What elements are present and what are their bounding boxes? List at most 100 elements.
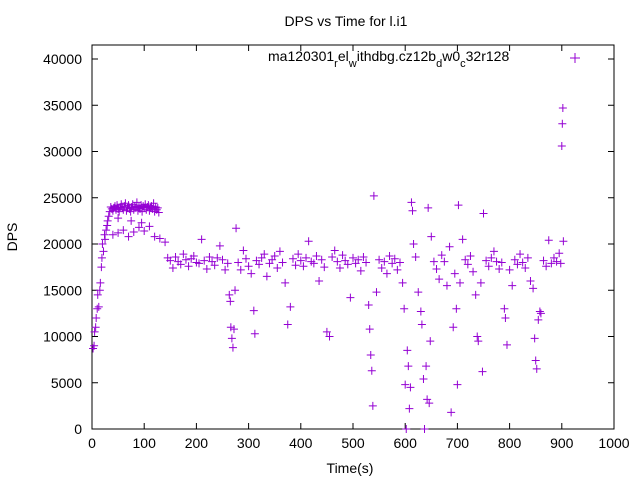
data-point [354, 255, 363, 264]
data-point [250, 329, 259, 338]
data-point [325, 332, 334, 341]
data-point [390, 254, 399, 263]
data-point [427, 232, 436, 241]
y-tick-label: 30000 [43, 144, 82, 160]
data-point [218, 255, 227, 264]
data-point [161, 238, 170, 247]
data-point [495, 264, 504, 273]
data-point [137, 218, 146, 227]
data-point [189, 252, 198, 261]
data-point [476, 278, 485, 287]
data-point [288, 254, 297, 263]
data-point [91, 323, 100, 332]
data-point [103, 221, 112, 230]
data-point [322, 327, 331, 336]
data-point [398, 278, 407, 287]
x-tick-label: 500 [341, 435, 365, 451]
data-point [473, 332, 482, 341]
data-point [516, 250, 525, 259]
data-point [129, 205, 138, 214]
data-point [442, 281, 451, 290]
data-point [96, 278, 105, 287]
data-point [225, 290, 234, 299]
data-point [502, 340, 511, 349]
data-point [231, 286, 240, 295]
legend-marker [570, 53, 580, 63]
data-point [422, 362, 431, 371]
data-point [513, 260, 522, 269]
x-tick-label: 100 [133, 435, 157, 451]
data-point [478, 367, 487, 376]
y-tick-label: 25000 [43, 190, 82, 206]
data-point [244, 262, 253, 271]
data-point [429, 257, 438, 266]
data-point [114, 228, 123, 237]
data-point [221, 265, 230, 274]
data-point [236, 265, 245, 274]
data-point [375, 255, 384, 264]
data-point [492, 257, 501, 266]
data-point [497, 258, 506, 267]
data-point [102, 226, 111, 235]
data-point [184, 262, 193, 271]
data-point [150, 232, 159, 241]
data-point [505, 265, 514, 274]
data-point [466, 252, 475, 261]
data-point [403, 346, 412, 355]
data-point [312, 252, 321, 261]
data-point [93, 304, 102, 313]
data-point [471, 290, 480, 299]
x-tick-label: 800 [498, 435, 522, 451]
data-point [487, 253, 496, 262]
data-point [458, 235, 467, 244]
data-point [406, 383, 415, 392]
data-point [366, 351, 375, 359]
data-point [450, 269, 459, 278]
y-axis-label: DPS [4, 223, 20, 252]
data-point [97, 263, 106, 272]
data-point [407, 198, 416, 207]
data-point [262, 272, 271, 281]
data-point [400, 304, 409, 313]
data-point [197, 235, 206, 244]
data-point [328, 252, 337, 261]
data-point [542, 262, 551, 271]
data-point [437, 251, 446, 260]
data-point [129, 227, 138, 236]
data-point [99, 247, 108, 256]
data-point [395, 258, 404, 267]
data-point [425, 399, 434, 408]
data-point [559, 237, 568, 246]
data-point [134, 203, 143, 211]
data-point [171, 252, 180, 261]
data-point [411, 252, 420, 261]
data-point [215, 241, 224, 250]
data-point [489, 247, 498, 256]
data-point [234, 258, 243, 267]
data-point [200, 256, 209, 265]
data-point [367, 366, 376, 375]
y-tick-label: 0 [74, 421, 82, 437]
data-point [461, 255, 470, 264]
data-point [228, 343, 237, 352]
data-point [275, 247, 284, 256]
data-point [531, 356, 540, 365]
data-point [414, 288, 423, 297]
x-tick-label: 200 [185, 435, 209, 451]
data-point [90, 341, 99, 350]
data-point [195, 259, 204, 268]
data-point [149, 199, 158, 208]
data-point [247, 269, 256, 278]
data-point [134, 223, 143, 232]
data-point [315, 277, 324, 285]
data-point [369, 191, 378, 200]
data-point [405, 404, 414, 413]
data-point [409, 240, 418, 248]
data-point [380, 257, 389, 266]
data-point [202, 264, 211, 273]
data-point [557, 141, 566, 150]
legend-label: ma120301relwithdbg.cz12bdw0c32r128 [268, 48, 509, 70]
data-point [223, 259, 232, 268]
data-point [97, 253, 106, 262]
data-point [440, 257, 449, 266]
